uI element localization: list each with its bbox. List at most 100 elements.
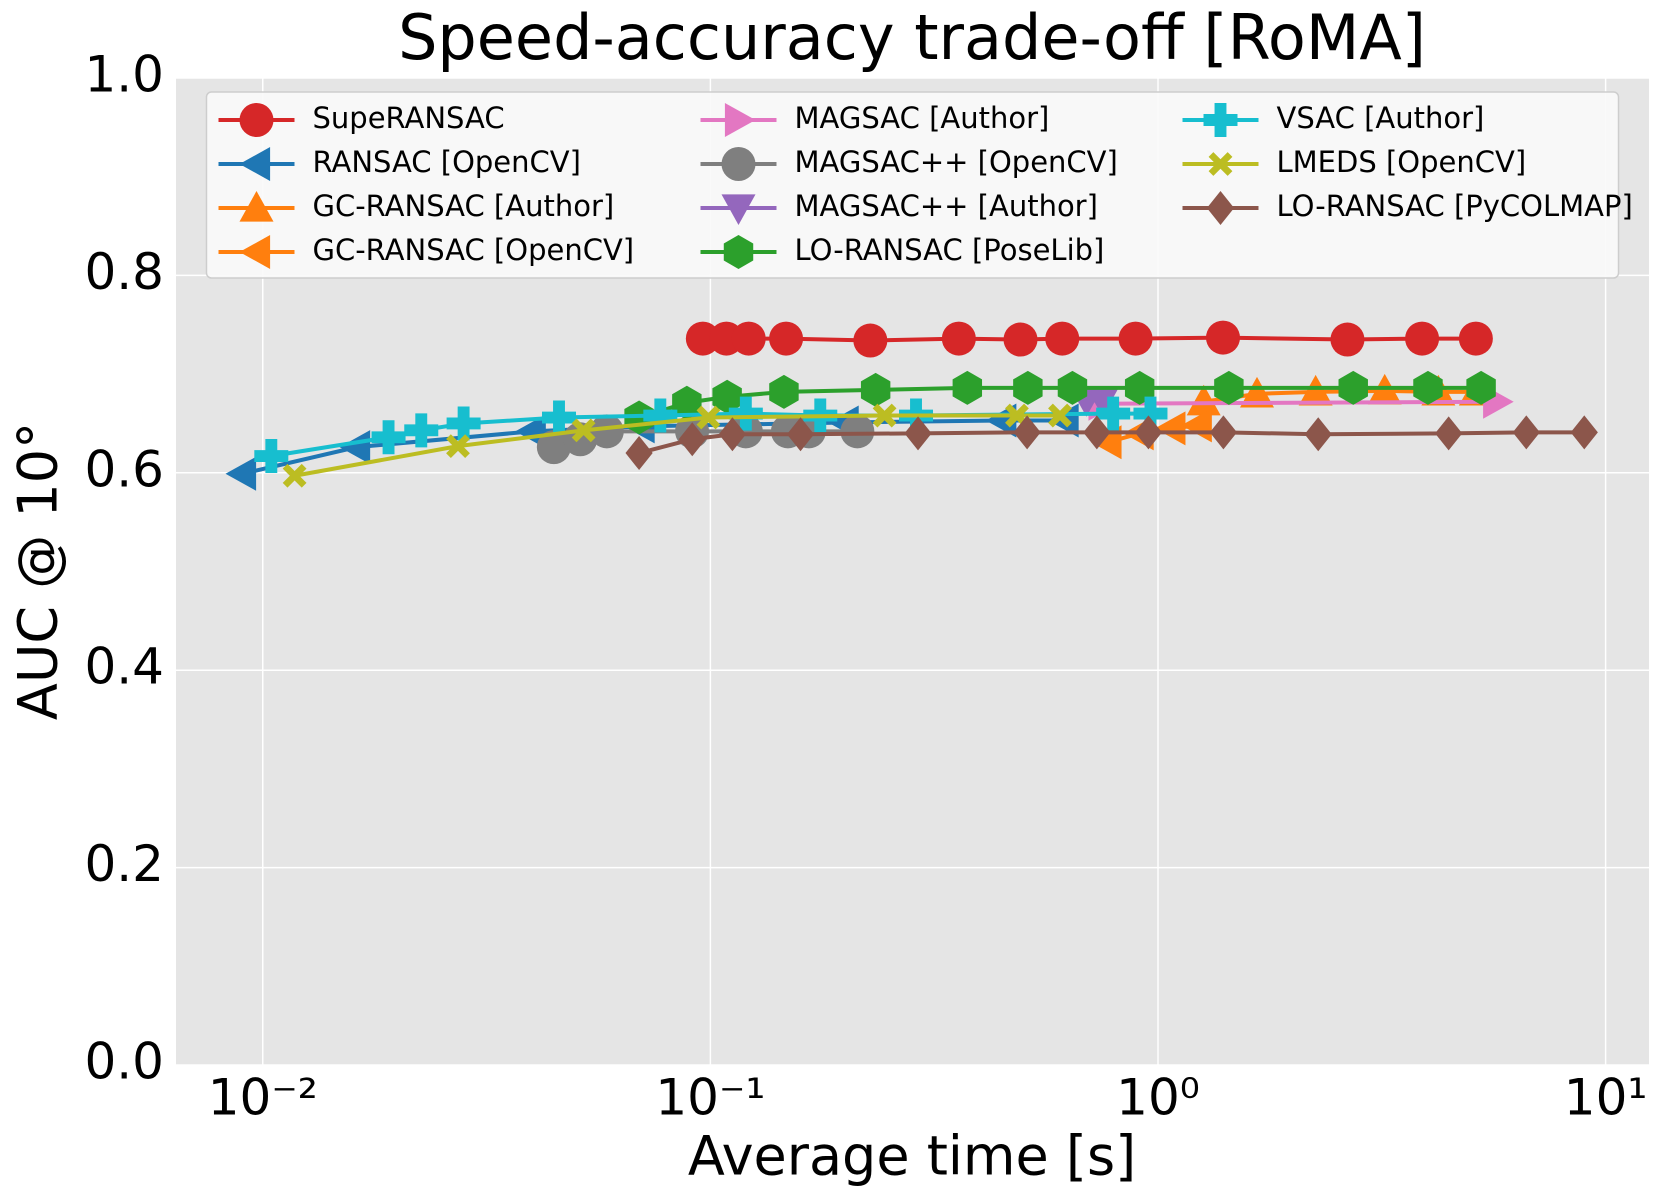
legend-label: SupeRANSAC: [313, 101, 505, 135]
data-point: [1118, 321, 1153, 356]
legend-label: GC-RANSAC [OpenCV]: [313, 233, 635, 267]
data-point: [254, 439, 289, 474]
y-tick-label: 1.0: [84, 46, 164, 104]
data-point: [225, 456, 257, 491]
data-point: [1405, 321, 1440, 356]
legend-label: MAGSAC++ [OpenCV]: [795, 145, 1118, 179]
data-point: [446, 434, 470, 459]
data-point: [446, 406, 481, 441]
x-axis-title: Average time [s]: [688, 1125, 1136, 1188]
data-point: [1085, 386, 1120, 417]
data-point: [1133, 396, 1168, 431]
data-point: [718, 417, 747, 452]
data-point: [1214, 370, 1244, 405]
legend-marker: [724, 103, 756, 137]
legend-label: LO-RANSAC [PoseLib]: [795, 233, 1105, 267]
legend-marker: [1206, 191, 1235, 225]
data-point: [678, 422, 706, 457]
data-point: [952, 370, 983, 405]
legend-label: GC-RANSAC [Author]: [313, 189, 615, 223]
legend-label: MAGSAC++ [Author]: [795, 189, 1098, 223]
data-point: [1413, 370, 1443, 405]
legend-label: VSAC [Author]: [1277, 101, 1485, 135]
data-point: [404, 413, 439, 448]
y-tick-label: 0.6: [84, 440, 164, 498]
data-point: [904, 416, 932, 451]
legend-marker: [721, 194, 756, 225]
legend-marker: [723, 235, 754, 269]
data-point: [840, 414, 875, 449]
data-point: [1338, 370, 1368, 405]
data-point: [941, 321, 976, 356]
data-point: [571, 418, 596, 443]
data-point: [1013, 415, 1041, 450]
data-point: [696, 405, 721, 430]
data-point: [1466, 370, 1496, 405]
data-point: [1134, 415, 1163, 450]
data-point: [536, 430, 571, 465]
data-point: [769, 321, 804, 356]
data-point: [1096, 396, 1131, 431]
legend-marker: [721, 147, 756, 181]
data-point: [685, 321, 720, 356]
y-tick-label: 0.0: [84, 1033, 164, 1091]
data-point: [731, 321, 766, 356]
y-tick-label: 0.2: [84, 835, 164, 893]
y-tick-label: 0.4: [84, 638, 164, 696]
legend-marker: [239, 103, 274, 137]
data-point: [1209, 415, 1238, 450]
data-point: [541, 400, 576, 435]
data-point: [872, 403, 897, 428]
data-point: [339, 430, 371, 465]
legend-label: RANSAC [OpenCV]: [313, 145, 581, 179]
data-point: [1057, 370, 1088, 405]
data-point: [1330, 322, 1365, 357]
legend-box: [205, 91, 1620, 279]
data-point: [1298, 374, 1333, 406]
x-tick-label: 10⁻²: [208, 1069, 318, 1127]
data-point: [1205, 320, 1240, 355]
data-point: [1013, 370, 1043, 405]
data-point: [1186, 384, 1221, 416]
data-point: [1003, 322, 1038, 357]
x-tick-label: 10⁻¹: [655, 1069, 765, 1127]
data-point: [769, 374, 799, 409]
data-point: [625, 436, 653, 471]
data-point: [712, 379, 742, 414]
legend-marker: [1203, 103, 1238, 137]
data-point: [672, 385, 702, 420]
data-point: [643, 398, 678, 433]
data-point: [1458, 321, 1493, 356]
x-tick-label: 10¹: [1564, 1069, 1648, 1127]
data-point: [1083, 415, 1111, 450]
legend-marker: [239, 147, 271, 181]
data-point: [1048, 403, 1072, 428]
chart-title: Speed-accuracy trade-off [RoMA]: [398, 1, 1426, 74]
data-point: [1239, 376, 1274, 408]
y-tick-label: 0.8: [84, 243, 164, 301]
data-point: [589, 414, 624, 449]
data-point: [1304, 417, 1332, 452]
data-point: [1570, 415, 1598, 450]
data-point: [1045, 321, 1080, 356]
x-tick-label: 10⁰: [1116, 1069, 1200, 1127]
data-point: [860, 372, 891, 407]
data-point: [1154, 411, 1186, 446]
data-point: [786, 417, 815, 452]
data-point: [853, 323, 888, 358]
legend-label: MAGSAC [Author]: [795, 101, 1050, 135]
legend-label: LMEDS [OpenCV]: [1277, 145, 1527, 179]
data-point: [1512, 415, 1540, 450]
series-line: [1102, 399, 1497, 406]
data-point: [728, 396, 763, 431]
legend-marker: [1208, 152, 1233, 176]
data-point: [282, 463, 307, 488]
data-point: [515, 414, 546, 449]
legend-label: LO-RANSAC [PyCOLMAP]: [1277, 189, 1633, 223]
y-axis-title: AUC @ 10°: [7, 422, 70, 720]
data-point: [1435, 416, 1463, 451]
data-point: [1124, 370, 1155, 405]
data-point: [371, 420, 406, 455]
legend-marker: [239, 235, 271, 269]
